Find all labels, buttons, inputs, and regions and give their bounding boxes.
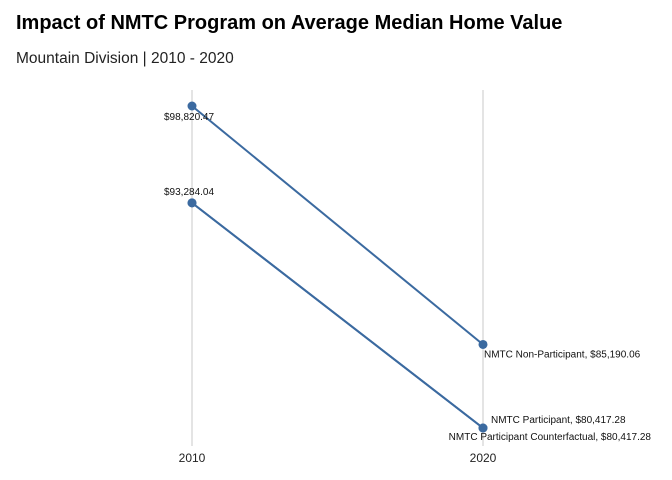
point-nmtc-participant-counterfactual-2010 — [187, 198, 197, 208]
data-label-nmtc-non-participant-2020: NMTC Non-Participant, $85,190.06 — [484, 349, 641, 360]
x-tick-label-2010: 2010 — [179, 451, 206, 465]
point-nmtc-non-participant-2010 — [187, 101, 197, 111]
data-label-nmtc-participant-2010: $93,284.04 — [164, 187, 214, 198]
point-nmtc-non-participant-2020 — [478, 339, 488, 349]
x-tick-label-2020: 2020 — [470, 451, 497, 465]
chart-title: Impact of NMTC Program on Average Median… — [16, 12, 563, 34]
data-label-nmtc-participant-counterfactual-2020: NMTC Participant Counterfactual, $80,417… — [449, 432, 652, 443]
chart-subtitle: Mountain Division | 2010 - 2020 — [16, 50, 234, 67]
series-line-nmtc-participant-counterfactual — [191, 202, 484, 429]
data-label-nmtc-participant-2020: NMTC Participant, $80,417.28 — [491, 415, 626, 426]
series-line-nmtc-non-participant — [191, 105, 484, 346]
point-nmtc-participant-counterfactual-2020 — [478, 423, 488, 433]
data-label-nmtc-non-participant-2010: $98,820.47 — [164, 112, 214, 123]
